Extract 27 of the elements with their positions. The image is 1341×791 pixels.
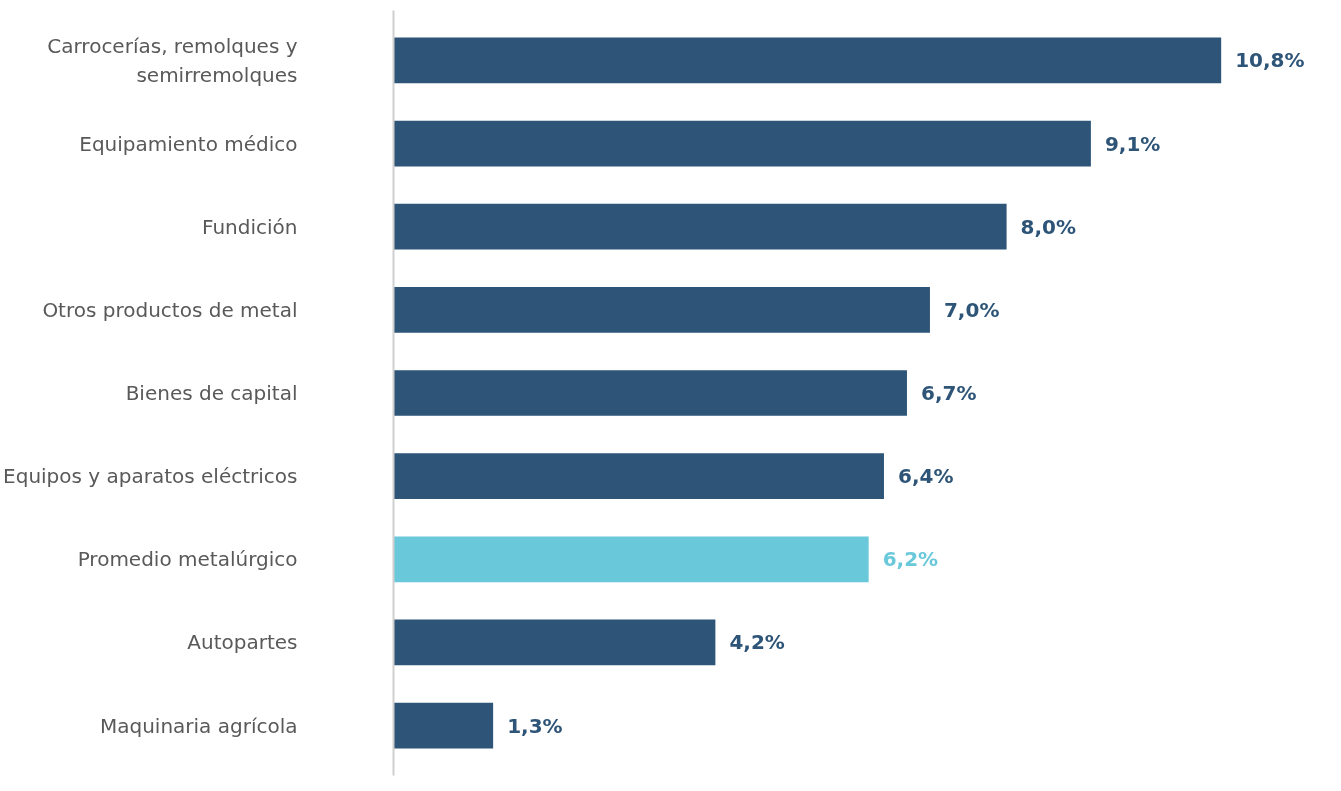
y-tick-label: Equipos y aparatos eléctricos [3,464,298,489]
bar [393,37,1222,84]
y-tick-label: Equipamiento médico [79,131,298,156]
data-label: 9,1% [1104,131,1161,156]
bar [393,453,884,500]
bar [393,702,494,749]
y-tick-label: Carrocerías, remolques y semirremolques [47,33,298,87]
bar [393,619,716,666]
y-tick-label: Fundición [202,214,298,239]
bar [393,286,930,333]
data-label: 6,7% [920,381,977,405]
y-tick-label: Bienes de capital [125,381,298,405]
data-label: 1,3% [507,713,563,738]
y-tick-label: Otros productos de metal [42,297,298,322]
bar [393,203,1007,250]
y-tick-label: Maquinaria agrícola [99,713,298,738]
bar [393,536,869,583]
y-tick-label: Promedio metalúrgico [77,547,298,572]
data-label: 6,2% [882,547,939,572]
data-label: 7,0% [943,297,1000,322]
data-label: 6,4% [897,464,954,489]
data-label: 10,8% [1235,48,1305,73]
bar [393,370,907,416]
bar [393,120,1091,167]
y-tick-label: Autopartes [187,630,298,655]
data-label: 8,0% [1020,214,1077,239]
data-label: 4,2% [729,630,785,655]
